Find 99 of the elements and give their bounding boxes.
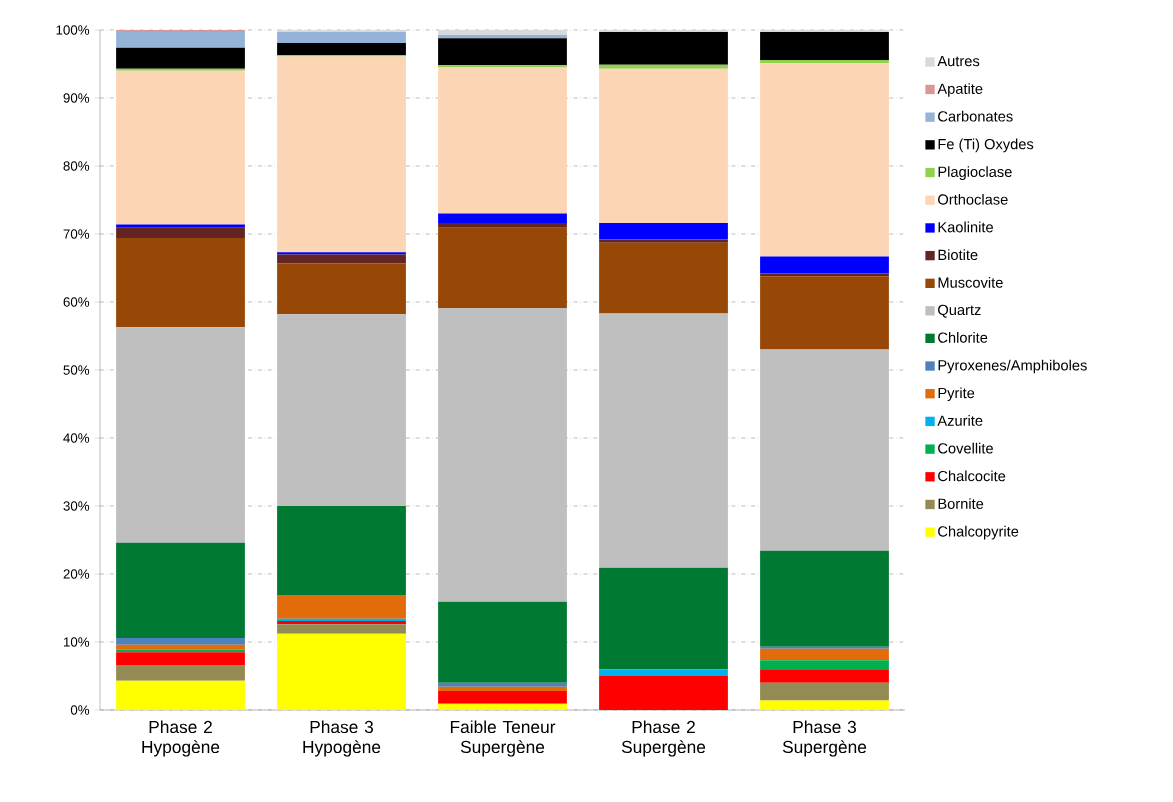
bar	[116, 680, 245, 710]
bar	[760, 256, 889, 274]
y-tick-label: 70%	[63, 229, 90, 239]
bar	[277, 56, 406, 253]
y-tick-label: 60%	[63, 297, 90, 307]
bar	[277, 263, 406, 315]
bar	[277, 254, 406, 264]
bar	[116, 665, 245, 681]
legend-label: Chalcopyrite	[938, 525, 1019, 540]
y-tick-label: 50%	[63, 365, 90, 375]
bar	[760, 29, 889, 33]
bar	[760, 682, 889, 701]
y-tick-label: 20%	[63, 569, 90, 579]
bar	[277, 633, 406, 710]
y-tick-label: 90%	[63, 93, 90, 103]
legend-label: Orthoclase	[938, 193, 1008, 205]
bar	[760, 32, 889, 60]
legend-label: Apatite	[937, 83, 983, 97]
bar	[599, 675, 728, 710]
x-tick-label: Phase 2 Supergène	[621, 720, 706, 757]
bar	[599, 313, 728, 568]
bar	[599, 239, 728, 243]
bar	[116, 224, 245, 228]
bar	[277, 42, 406, 56]
legend-label: Fe (Ti) Oxydes	[938, 138, 1034, 153]
bar	[760, 63, 889, 257]
bar	[116, 652, 245, 666]
legend-label: Muscovite	[938, 277, 1003, 288]
x-tick-label: Phase 3 Hypogène	[303, 720, 381, 757]
legend-label: Covellite	[938, 442, 993, 454]
bar	[438, 690, 567, 704]
bar	[760, 276, 889, 350]
bar	[438, 223, 567, 228]
legend-label: Biotite	[938, 249, 978, 261]
bar	[438, 601, 567, 683]
bar	[438, 65, 567, 68]
bar	[116, 29, 245, 33]
legend-label: Chalcocite	[938, 470, 1006, 482]
bar	[760, 646, 889, 649]
bar	[438, 67, 567, 214]
y-tick-label: 100%	[56, 25, 90, 35]
bar	[760, 648, 889, 661]
bar	[116, 47, 245, 69]
bar	[599, 64, 728, 69]
bar	[760, 273, 889, 277]
bar	[599, 32, 728, 65]
bar	[438, 38, 567, 66]
bar	[599, 68, 728, 224]
bar	[116, 238, 245, 328]
bar	[116, 637, 245, 645]
legend-label: Pyrite	[938, 387, 975, 402]
bar	[599, 669, 728, 676]
bar	[599, 242, 728, 314]
x-tick-label: Phase 2 Hypogène	[142, 720, 220, 757]
legend-label: Chlorite	[938, 332, 988, 343]
y-tick-label: 80%	[63, 161, 90, 171]
legend-label: Azurite	[937, 415, 983, 426]
bar	[599, 223, 728, 240]
x-tick-label: Faible Teneur Supergène	[450, 720, 556, 757]
bar	[277, 595, 406, 619]
bar	[116, 327, 245, 543]
bar	[116, 649, 245, 653]
bar	[277, 624, 406, 634]
bar	[438, 686, 567, 691]
bar	[599, 567, 728, 670]
bar	[116, 68, 245, 71]
bar	[277, 29, 406, 33]
bar	[277, 505, 406, 596]
bar	[116, 70, 245, 225]
legend-label: Pyroxenes/Amphiboles	[938, 359, 1087, 374]
bar	[116, 32, 245, 48]
legend-label: Quartz	[938, 304, 981, 318]
bar	[760, 349, 889, 551]
bar	[438, 227, 567, 309]
bar	[277, 32, 406, 43]
x-tick-label: Phase 3 Supergène	[782, 720, 867, 757]
bar	[760, 700, 889, 710]
bar	[438, 703, 567, 710]
bar	[760, 660, 889, 670]
y-tick-label: 40%	[63, 433, 90, 443]
bar	[760, 669, 889, 683]
bar	[116, 542, 245, 638]
y-tick-label: 30%	[63, 501, 90, 511]
legend-label: Bornite	[938, 498, 984, 509]
y-tick-label: 10%	[63, 637, 90, 647]
legend-label: Kaolinite	[938, 221, 993, 233]
y-tick-label: 0%	[70, 705, 90, 715]
bar	[277, 618, 406, 621]
bar	[277, 314, 406, 506]
bar	[438, 308, 567, 602]
bar	[760, 550, 889, 647]
bar	[438, 213, 567, 224]
legend-label: Autres	[937, 56, 980, 67]
bar	[599, 29, 728, 33]
legend-label: Carbonates	[938, 110, 1013, 122]
bar	[116, 227, 245, 239]
bar	[277, 252, 406, 255]
bar	[438, 682, 567, 687]
legend-label: Plagioclase	[938, 166, 1012, 180]
